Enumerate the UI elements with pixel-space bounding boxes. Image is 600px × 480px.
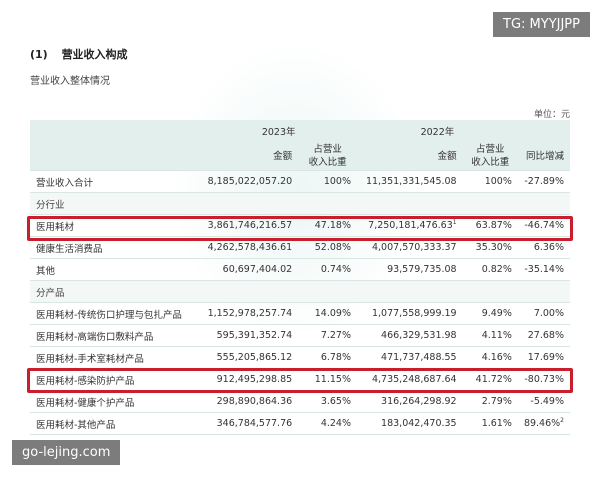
footnote-marker: 1 <box>452 219 457 227</box>
row-label: 医用耗材-其他产品 <box>30 412 201 435</box>
header-blank <box>517 120 570 142</box>
share-2023-header: 占营业 收入比重 <box>298 142 357 171</box>
share-2023-cell: 3.65% <box>298 390 357 413</box>
revenue-table: 2023年 2022年 金额 占营业 收入比重 金额 占营业 收入比重 同比增减 营… <box>30 120 570 435</box>
share-2022-cell: 2.79% <box>462 390 518 413</box>
unit-label: 单位：元 <box>533 110 570 120</box>
share-2023-cell: 47.18% <box>298 214 357 237</box>
amount-2022-cell: 471,737,488.55 <box>357 346 463 369</box>
yoy-cell: 7.00% <box>517 302 570 325</box>
table-row: 医用耗材-传统伤口护理与包扎产品 1,152,978,257.74 14.09% 1,… <box>30 302 570 325</box>
row-label: 医用耗材-健康个护产品 <box>30 390 201 413</box>
amount-2022-cell: 93,579,735.08 <box>357 258 463 281</box>
share-2022-cell: 100% <box>462 170 518 193</box>
amount-2023-cell: 8,185,022,057.20 <box>200 170 299 193</box>
table-row: 营业收入合计 8,185,022,057.20 100% 11,351,331,545… <box>30 170 570 193</box>
year-header-row: 2023年 2022年 <box>30 120 570 142</box>
amount-2023-cell: 1,152,978,257.74 <box>200 302 299 325</box>
yoy-cell: 6.36% <box>517 236 570 259</box>
yoy-cell: 27.68% <box>517 324 570 347</box>
footnote-marker: 2 <box>560 417 564 425</box>
row-label: 医用耗材-高端伤口敷料产品 <box>30 324 201 347</box>
row-label: 医用耗材-传统伤口护理与包扎产品 <box>30 302 201 325</box>
amount-2023-cell: 298,890,864.36 <box>200 390 299 413</box>
share-2022-cell: 1.61% <box>462 412 518 435</box>
share-2022-cell: 4.11% <box>462 324 518 347</box>
share-2023-cell: 52.08% <box>298 236 357 259</box>
column-header-row: 金额 占营业 收入比重 金额 占营业 收入比重 同比增减 <box>30 142 570 171</box>
yoy-cell: -80.73% <box>517 368 570 391</box>
table-row: 医用耗材-其他产品 346,784,577.76 4.24% 183,042,470.… <box>30 412 570 435</box>
amount-2022-cell: 11,351,331,545.08 <box>357 170 463 193</box>
share-2022-cell: 9.49% <box>462 302 518 325</box>
amount-2022-header: 金额 <box>357 142 463 171</box>
group-label: 分产品 <box>30 280 570 303</box>
group-row: 分产品 <box>30 280 570 303</box>
share-2022-cell: 41.72% <box>462 368 518 391</box>
group-row: 分行业 <box>30 192 570 215</box>
year-2023-header: 2023年 <box>200 120 357 142</box>
sub-heading: 营业收入整体情况 <box>30 76 110 87</box>
amount-2022-cell: 4,007,570,333.37 <box>357 236 463 259</box>
amount-2022-cell: 4,735,248,687.64 <box>357 368 463 391</box>
section-title: 营业收入构成 <box>61 48 128 61</box>
amount-2022-cell: 466,329,531.98 <box>357 324 463 347</box>
share-2023-cell: 14.09% <box>298 302 357 325</box>
row-label: 医用耗材 <box>30 214 201 237</box>
amount-2023-cell: 595,391,352.74 <box>200 324 299 347</box>
amount-2023-cell: 555,205,865.12 <box>200 346 299 369</box>
table-row: 健康生活消费品 4,262,578,436.61 52.08% 4,007,570,3… <box>30 236 570 259</box>
table-row: 医用耗材-高端伤口敷料产品 595,391,352.74 7.27% 466,329,… <box>30 324 570 347</box>
share-2023-cell: 7.27% <box>298 324 357 347</box>
yoy-cell: 89.46%2 <box>517 412 570 435</box>
table-row: 医用耗材-手术室耗材产品 555,205,865.12 6.78% 471,737,4… <box>30 346 570 369</box>
header-blank <box>30 142 201 171</box>
amount-2023-cell: 346,784,577.76 <box>200 412 299 435</box>
table-row: 其他 60,697,404.02 0.74% 93,579,735.08 0.82% -3… <box>30 258 570 281</box>
section-heading: (1) 营业收入构成 <box>30 46 128 62</box>
row-label: 医用耗材-感染防护产品 <box>30 368 201 391</box>
amount-2023-cell: 912,495,298.85 <box>200 368 299 391</box>
share-2023-cell: 100% <box>298 170 357 193</box>
header-blank <box>30 120 201 142</box>
yoy-cell: -35.14% <box>517 258 570 281</box>
year-2022-header: 2022年 <box>357 120 518 142</box>
group-label: 分行业 <box>30 192 570 215</box>
row-label: 营业收入合计 <box>30 170 201 193</box>
row-label: 健康生活消费品 <box>30 236 201 259</box>
share-2022-cell: 63.87% <box>462 214 518 237</box>
row-label: 医用耗材-手术室耗材产品 <box>30 346 201 369</box>
amount-2022-cell: 1,077,558,999.19 <box>357 302 463 325</box>
watermark-tag-top: TG: MYYJJPP <box>493 12 590 37</box>
share-2023-cell: 6.78% <box>298 346 357 369</box>
amount-2023-cell: 60,697,404.02 <box>200 258 299 281</box>
amount-2023-cell: 3,861,746,216.57 <box>200 214 299 237</box>
watermark-tag-bottom: go-lejing.com <box>12 440 121 465</box>
share-2022-header: 占营业 收入比重 <box>462 142 518 171</box>
yoy-cell: -27.89% <box>517 170 570 193</box>
amount-2022-cell: 316,264,298.92 <box>357 390 463 413</box>
share-2022-cell: 0.82% <box>462 258 518 281</box>
yoy-cell: -46.74% <box>517 214 570 237</box>
yoy-header: 同比增减 <box>517 142 570 171</box>
share-2023-cell: 11.15% <box>298 368 357 391</box>
yoy-cell: 17.69% <box>517 346 570 369</box>
share-2022-cell: 35.30% <box>462 236 518 259</box>
table-row: 医用耗材-健康个护产品 298,890,864.36 3.65% 316,264,29… <box>30 390 570 413</box>
amount-2023-cell: 4,262,578,436.61 <box>200 236 299 259</box>
yoy-cell: -5.49% <box>517 390 570 413</box>
section-number: (1) <box>30 48 48 61</box>
amount-2022-cell: 183,042,470.35 <box>357 412 463 435</box>
table-row: 医用耗材-感染防护产品 912,495,298.85 11.15% 4,735,248… <box>30 368 570 391</box>
share-2023-cell: 4.24% <box>298 412 357 435</box>
share-2023-cell: 0.74% <box>298 258 357 281</box>
row-label: 其他 <box>30 258 201 281</box>
amount-2022-cell: 7,250,181,476.631 <box>357 214 463 237</box>
table-row: 医用耗材 3,861,746,216.57 47.18% 7,250,181,476.… <box>30 214 570 237</box>
share-2022-cell: 4.16% <box>462 346 518 369</box>
amount-2023-header: 金额 <box>200 142 299 171</box>
